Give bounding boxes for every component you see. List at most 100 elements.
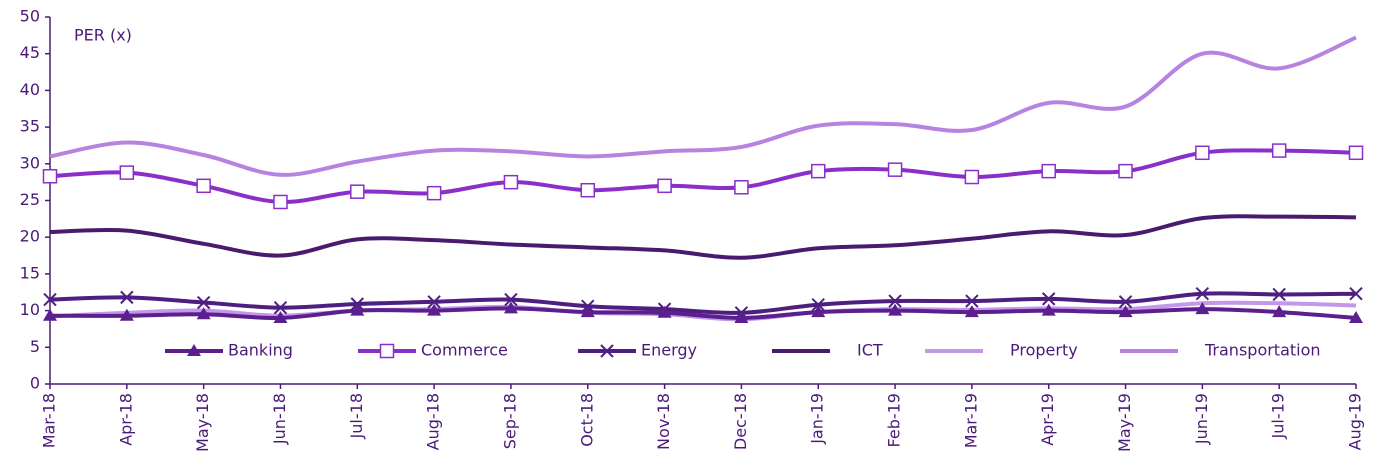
legend-item: Energy — [578, 341, 697, 360]
point — [1041, 303, 1056, 316]
x-tick-label: Nov-18 — [654, 393, 673, 450]
point — [1041, 163, 1056, 179]
point — [1195, 145, 1210, 161]
point — [273, 300, 288, 315]
legend-marker — [379, 343, 395, 359]
y-tick-label: 5 — [30, 337, 40, 356]
series — [49, 35, 1357, 177]
legend-marker — [600, 344, 614, 358]
point — [1042, 292, 1056, 306]
x-tick-label: Jan-19 — [808, 393, 827, 445]
legend-label: Banking — [228, 341, 293, 360]
x-tick-label: Apr-19 — [1038, 393, 1057, 446]
x-tick-label: Dec-18 — [731, 393, 750, 450]
point — [734, 180, 749, 195]
series — [43, 301, 1363, 323]
point — [1195, 287, 1210, 301]
y-tick-label: 30 — [20, 153, 40, 172]
point — [964, 169, 980, 185]
point — [43, 292, 57, 307]
point — [1272, 305, 1287, 318]
point — [273, 194, 288, 210]
x-tick-label: Sep-18 — [500, 393, 519, 449]
point — [811, 305, 826, 318]
x-tick-label: Apr-18 — [116, 393, 135, 446]
legend-label: Commerce — [421, 341, 508, 360]
x-tick-label: Aug-18 — [424, 393, 443, 450]
point — [1349, 310, 1363, 323]
legend-item: Property — [925, 341, 1078, 360]
x-tick-label: Jul-19 — [1269, 393, 1288, 439]
point — [503, 174, 519, 190]
point — [887, 162, 903, 177]
y-tick-label: 15 — [20, 263, 40, 282]
line — [49, 35, 1357, 177]
x-tick-label: Oct-18 — [577, 393, 596, 447]
point — [1271, 143, 1287, 158]
point — [120, 290, 134, 305]
legend-item: ICT — [772, 341, 883, 360]
legend-label: Property — [1010, 341, 1078, 360]
y-tick-label: 40 — [20, 80, 40, 99]
point — [580, 305, 595, 318]
x-tick-label: May-18 — [193, 393, 212, 452]
chart-title: PER (x) — [74, 26, 132, 45]
legend-label: Energy — [641, 341, 697, 360]
point — [196, 295, 211, 310]
x-tick-label: Feb-19 — [885, 393, 904, 447]
legend-marker — [187, 344, 201, 356]
legend-item: Banking — [165, 341, 293, 360]
point — [273, 310, 288, 323]
point — [734, 310, 749, 323]
point — [657, 305, 672, 318]
y-tick-label: 10 — [20, 300, 40, 319]
y-tick-label: 0 — [30, 374, 40, 393]
y-tick-label: 45 — [20, 43, 40, 62]
point — [811, 298, 825, 312]
legend-item: Commerce — [358, 341, 508, 360]
y-tick-label: 20 — [20, 227, 40, 246]
point — [964, 305, 979, 318]
point — [427, 303, 442, 316]
point — [119, 165, 135, 180]
point — [427, 295, 441, 309]
point — [810, 163, 826, 179]
line — [49, 306, 1357, 320]
point — [503, 301, 518, 314]
x-tick-label: Aug-19 — [1346, 393, 1365, 450]
series — [49, 214, 1357, 260]
point — [888, 294, 902, 308]
point — [657, 178, 672, 194]
point — [580, 182, 596, 198]
legend-item: Transportation — [1120, 341, 1321, 360]
point — [42, 169, 58, 184]
y-tick-label: 50 — [20, 7, 40, 26]
x-tick-label: Jun-19 — [1192, 393, 1211, 445]
point — [350, 303, 365, 316]
legend-label: ICT — [857, 341, 883, 360]
point — [1195, 302, 1210, 315]
x-tick-label: Jul-18 — [347, 393, 366, 439]
point — [1118, 163, 1133, 179]
y-tick-label: 35 — [20, 117, 40, 136]
x-tick-label: Mar-19 — [961, 393, 980, 448]
y-tick-label: 25 — [20, 190, 40, 209]
line — [49, 291, 1357, 315]
point — [965, 294, 979, 308]
point — [1272, 287, 1286, 302]
point — [426, 185, 442, 201]
line — [49, 214, 1357, 260]
point — [504, 292, 518, 307]
legend-label: Transportation — [1204, 341, 1321, 360]
point — [350, 184, 365, 199]
point — [119, 308, 134, 321]
point — [43, 308, 57, 321]
line — [49, 148, 1357, 204]
point — [1349, 287, 1363, 301]
point — [196, 178, 211, 194]
point — [196, 307, 211, 320]
point — [1118, 305, 1133, 318]
x-tick-label: Jun-18 — [270, 393, 289, 445]
series — [42, 143, 1364, 210]
